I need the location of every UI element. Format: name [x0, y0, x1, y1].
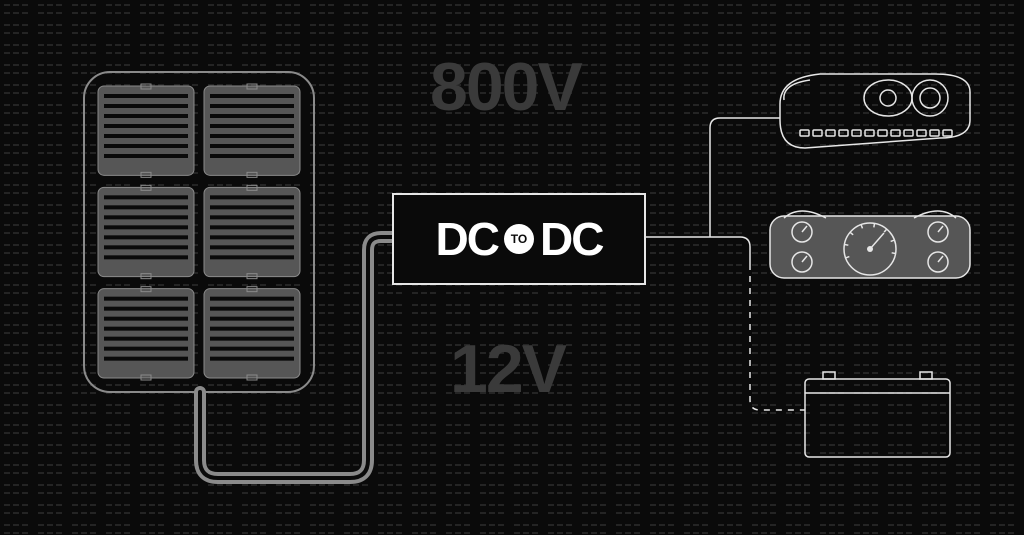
aux-battery-icon	[0, 0, 1024, 535]
diagram-canvas: 800V 12V DC TO DC	[0, 0, 1024, 535]
